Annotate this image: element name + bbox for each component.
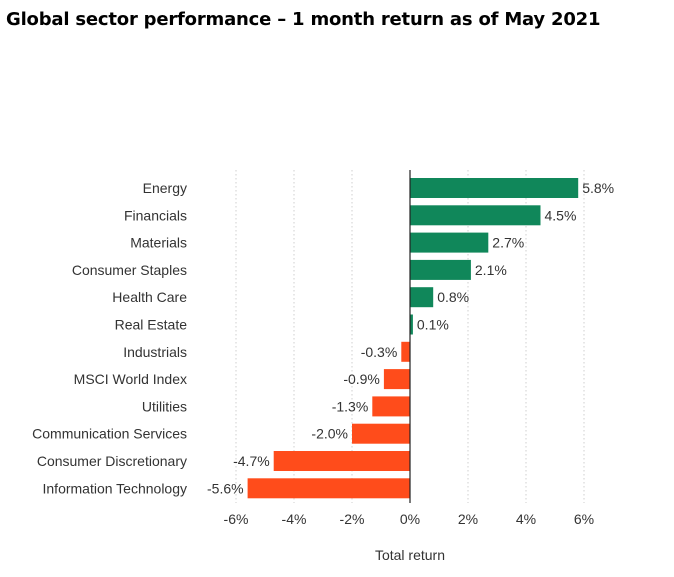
bar	[372, 396, 410, 417]
category-label: Energy	[143, 180, 187, 196]
value-label: 0.8%	[437, 289, 469, 305]
category-label: Utilities	[142, 398, 187, 414]
category-labels: Energy Financials Materials Consumer Staple…	[32, 180, 187, 496]
chart-title: Global sector performance – 1 month retu…	[6, 9, 601, 30]
value-label: 4.5%	[545, 207, 577, 223]
value-label: 5.8%	[582, 180, 614, 196]
x-tick-label: -4%	[282, 511, 307, 527]
category-label: Materials	[130, 235, 187, 251]
category-label: Communication Services	[32, 426, 187, 442]
category-label: Consumer Staples	[72, 262, 187, 278]
value-label: -0.3%	[361, 344, 398, 360]
value-label: 2.1%	[475, 262, 507, 278]
value-label: -4.7%	[233, 453, 270, 469]
bar	[410, 205, 541, 226]
value-label: -1.3%	[332, 398, 369, 414]
x-axis-label: Total return	[375, 547, 445, 563]
bar	[352, 423, 410, 444]
bar	[410, 314, 413, 335]
x-tick-label: 2%	[458, 511, 478, 527]
category-label: Industrials	[123, 344, 187, 360]
bars	[247, 178, 579, 499]
value-label: 0.1%	[417, 317, 449, 333]
value-label: -2.0%	[311, 426, 348, 442]
bar	[273, 451, 410, 471]
category-label: MSCI World Index	[74, 371, 187, 387]
value-label: -5.6%	[207, 480, 244, 496]
x-tick-label: 0%	[400, 511, 420, 527]
category-label: Financials	[124, 207, 187, 223]
bar	[410, 259, 471, 280]
category-label: Consumer Discretionary	[37, 453, 187, 469]
x-tick-labels: -6% -4% -2% 0% 2% 4% 6%	[224, 511, 595, 527]
bar	[410, 232, 489, 253]
x-tick-label: -6%	[224, 511, 249, 527]
value-labels: 5.8% 4.5% 2.7% 2.1% 0.8% 0.1% -0.3% -0.9% -1.3% -…	[207, 180, 614, 496]
bar	[410, 178, 579, 198]
bar	[401, 341, 410, 362]
bar	[383, 369, 410, 390]
category-label: Real Estate	[115, 317, 188, 333]
category-label: Information Technology	[43, 480, 188, 496]
value-label: 2.7%	[492, 235, 524, 251]
value-label: -0.9%	[343, 371, 380, 387]
x-tick-label: -2%	[340, 511, 365, 527]
category-label: Health Care	[112, 289, 187, 305]
x-tick-label: 6%	[574, 511, 594, 527]
bar	[410, 287, 434, 308]
x-tick-label: 4%	[516, 511, 536, 527]
bar	[247, 478, 410, 499]
grid-lines	[235, 170, 585, 503]
